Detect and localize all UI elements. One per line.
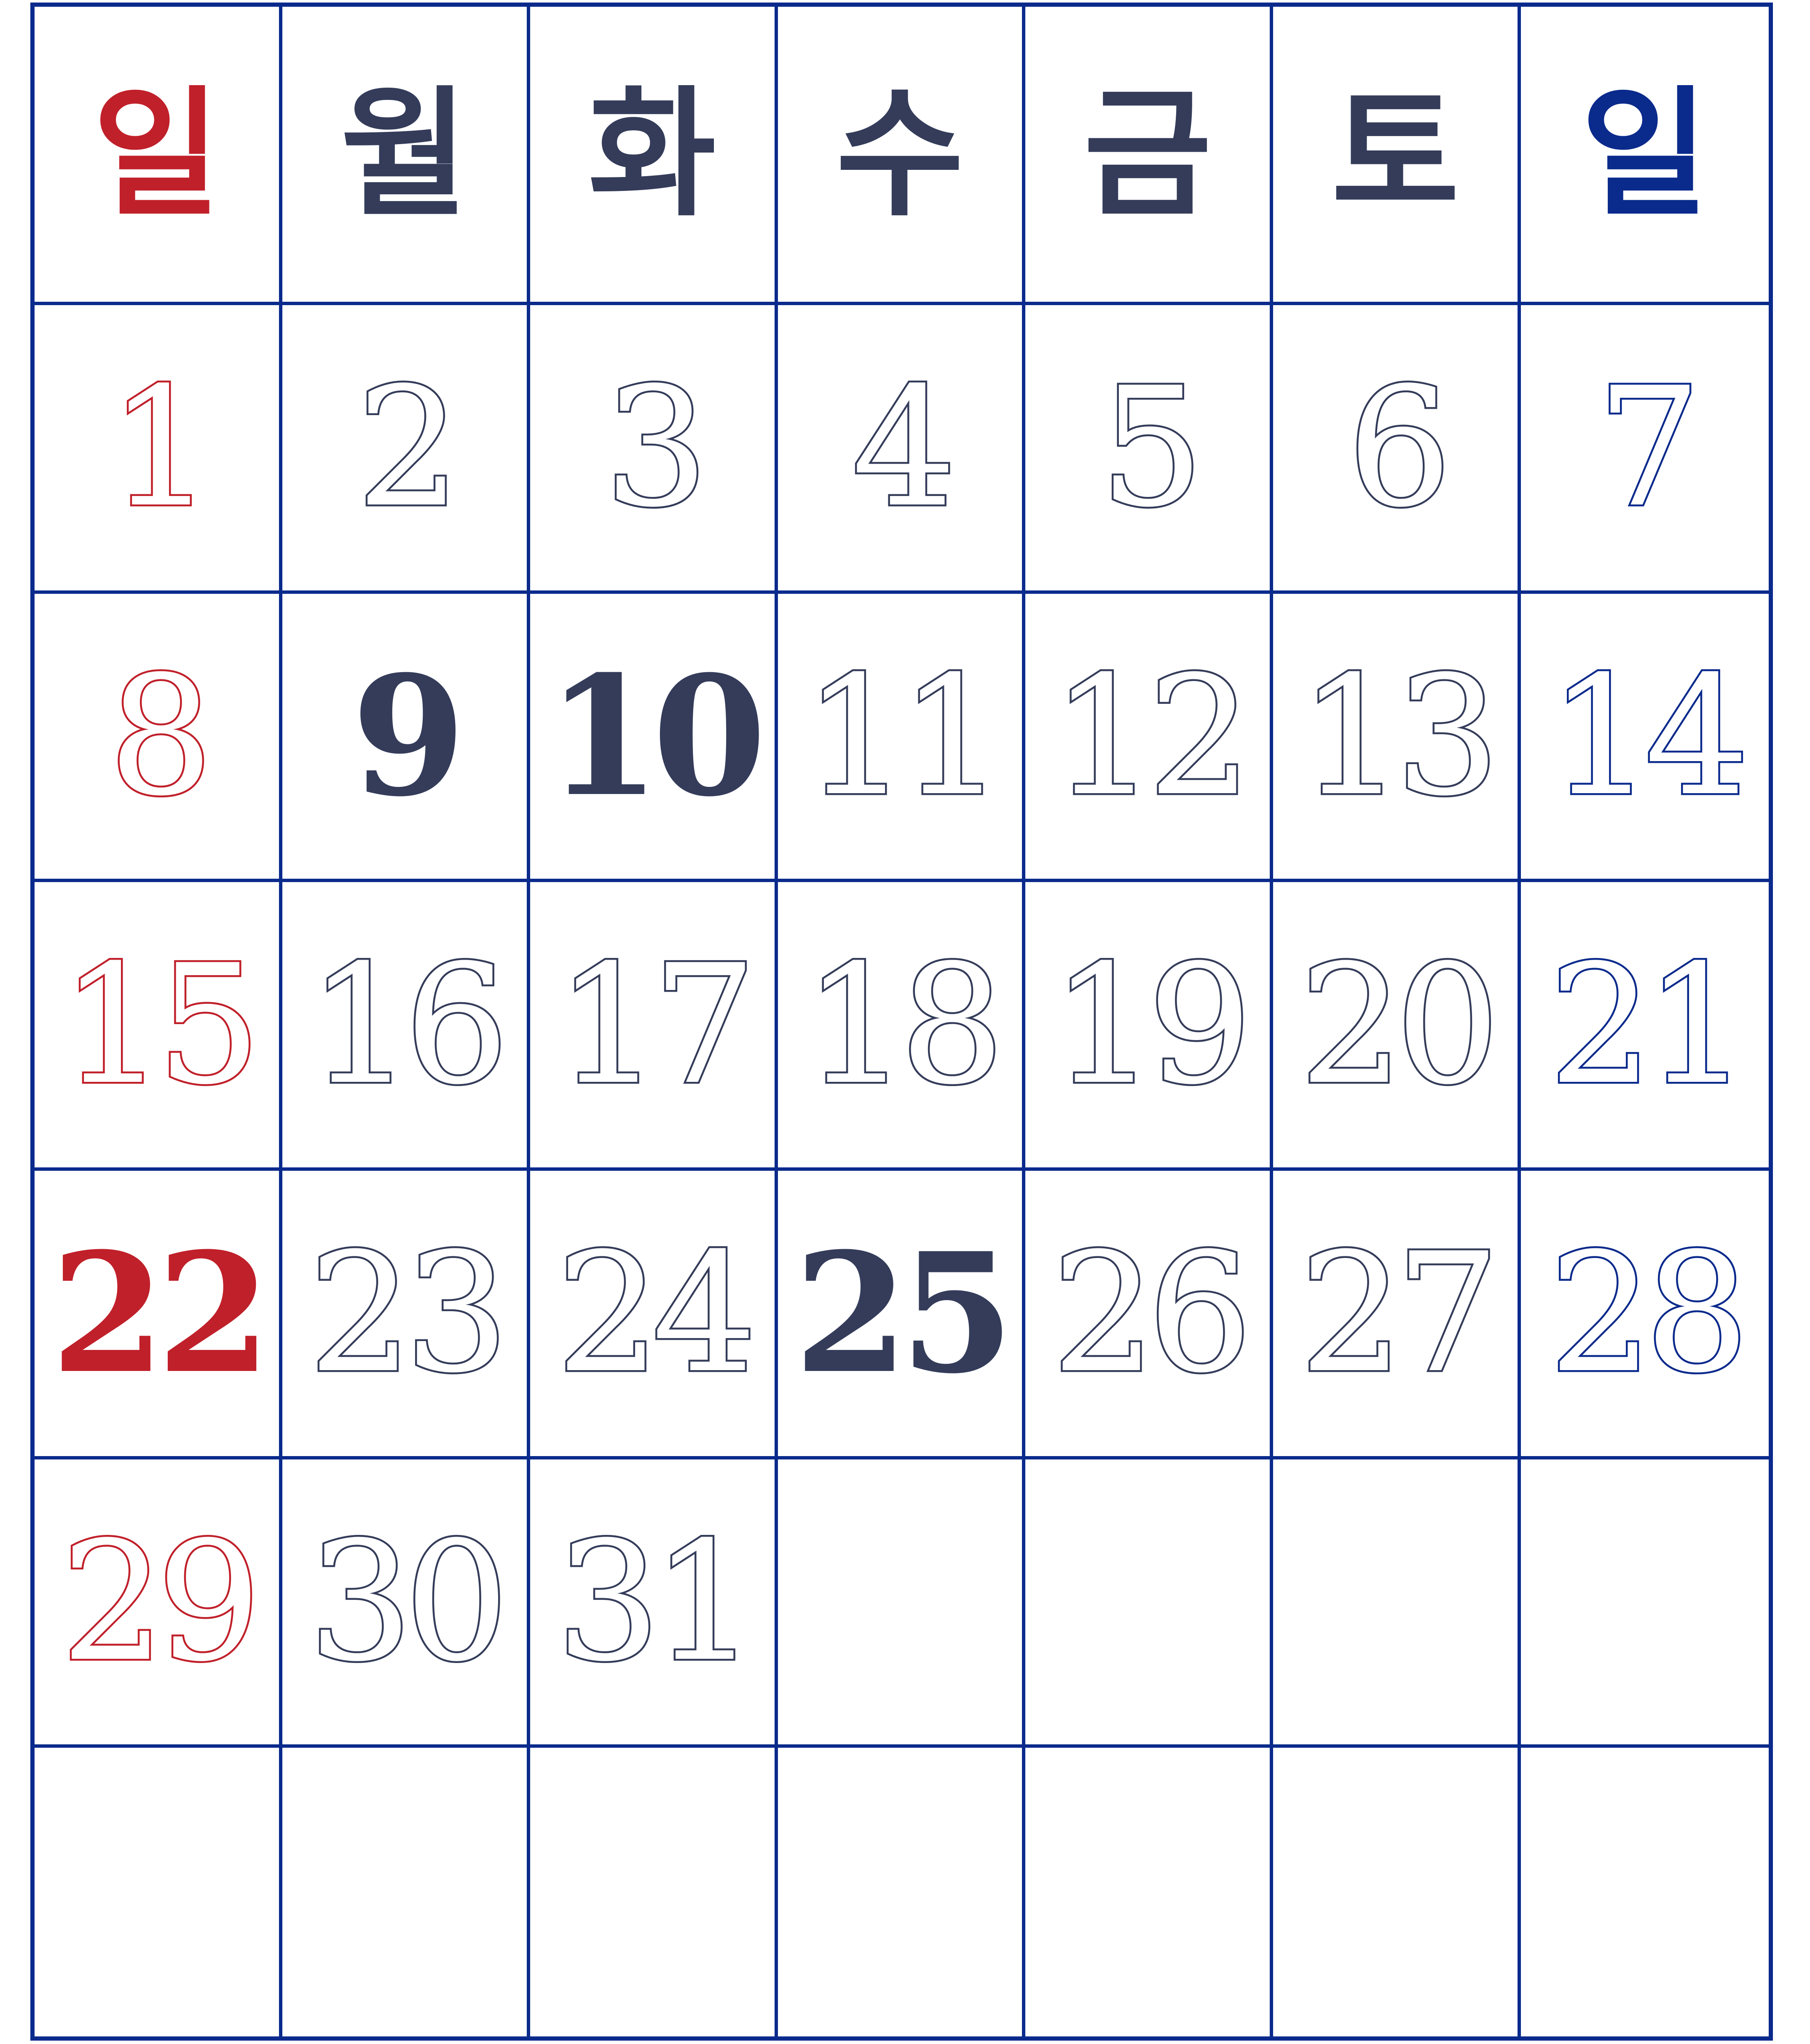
day-number: 21 (1547, 929, 1751, 1121)
day-number: 23 (306, 1218, 511, 1409)
day-number: 6 (1346, 352, 1454, 544)
day-number: 5 (1098, 352, 1206, 544)
day-number: 13 (1298, 640, 1502, 832)
day-cell[interactable]: 30 (282, 1459, 530, 1748)
day-cell[interactable]: 2 (282, 305, 530, 594)
day-number: 2 (354, 352, 463, 544)
day-cell[interactable] (1273, 1459, 1521, 1748)
day-cell[interactable] (1025, 1748, 1274, 2036)
day-cell[interactable]: 20 (1273, 882, 1521, 1171)
day-number: 14 (1547, 640, 1751, 832)
day-number: 9 (351, 639, 466, 833)
day-cell[interactable] (1273, 1748, 1521, 2036)
day-cell[interactable]: 14 (1521, 594, 1769, 883)
day-cell[interactable]: 1 (35, 305, 282, 594)
day-number: 16 (306, 929, 511, 1121)
day-number: 1 (107, 352, 215, 544)
day-cell[interactable]: 3 (530, 305, 778, 594)
day-cell[interactable]: 13 (1273, 593, 1521, 883)
day-cell[interactable]: 15 (35, 882, 282, 1171)
day-cell[interactable]: 29 (35, 1459, 282, 1748)
day-cell[interactable]: 16 (282, 882, 530, 1171)
day-number: 17 (554, 929, 759, 1121)
weekday-label: 금 (1083, 73, 1212, 235)
day-number: 19 (1050, 929, 1254, 1121)
day-cell[interactable]: 11 (778, 593, 1026, 883)
day-number: 29 (59, 1506, 263, 1698)
day-cell[interactable]: 22 (35, 1171, 282, 1459)
weekday-label: 화 (588, 73, 716, 235)
day-cell[interactable] (35, 1748, 282, 2036)
weekday-label: 일 (93, 73, 221, 235)
day-number: 28 (1547, 1218, 1751, 1409)
day-cell[interactable] (778, 1748, 1026, 2036)
header-cell: 월 (282, 7, 530, 305)
day-cell[interactable] (1025, 1459, 1274, 1748)
day-cell[interactable]: 21 (1521, 882, 1769, 1171)
day-cell[interactable] (530, 1748, 778, 2036)
day-number: 20 (1298, 929, 1502, 1121)
day-cell[interactable]: 31 (530, 1459, 778, 1748)
day-number: 25 (794, 1217, 1014, 1410)
weekday-label: 토 (1331, 73, 1460, 235)
day-number: 18 (802, 929, 1006, 1121)
day-cell[interactable]: 9 (282, 593, 530, 883)
day-number: 26 (1050, 1218, 1254, 1409)
day-number: 7 (1595, 352, 1703, 544)
weekday-label: 일 (1581, 73, 1709, 235)
day-cell[interactable] (778, 1459, 1026, 1748)
day-cell[interactable]: 27 (1273, 1171, 1521, 1459)
day-number: 4 (850, 352, 958, 544)
day-cell[interactable]: 8 (35, 593, 282, 883)
day-cell[interactable]: 4 (778, 305, 1026, 594)
day-cell[interactable]: 5 (1025, 305, 1274, 594)
weekday-label: 수 (836, 73, 964, 235)
day-number: 10 (546, 639, 767, 833)
day-cell[interactable]: 10 (530, 593, 778, 883)
day-cell[interactable] (282, 1748, 530, 2036)
day-cell[interactable]: 12 (1025, 593, 1274, 883)
header-cell: 일 (35, 7, 282, 305)
day-number: 30 (306, 1506, 511, 1698)
day-cell[interactable]: 7 (1521, 305, 1769, 594)
header-cell: 화 (530, 7, 778, 305)
day-number: 31 (554, 1506, 759, 1698)
day-number: 15 (59, 929, 263, 1121)
day-cell[interactable]: 23 (282, 1171, 530, 1459)
day-number: 3 (602, 352, 711, 544)
day-cell[interactable]: 6 (1273, 305, 1521, 594)
day-number: 8 (107, 640, 215, 832)
day-number: 22 (51, 1217, 271, 1410)
day-cell[interactable]: 24 (530, 1171, 778, 1459)
weekday-label: 월 (340, 73, 469, 235)
calendar-grid: 일 월 화 수 금 토 일 1 2 3 4 5 6 7 8 9 10 11 12… (30, 3, 1773, 2041)
day-cell[interactable]: 18 (778, 882, 1026, 1171)
day-number: 24 (554, 1218, 759, 1409)
day-cell[interactable]: 19 (1025, 882, 1274, 1171)
day-cell[interactable]: 17 (530, 882, 778, 1171)
header-cell: 수 (778, 7, 1026, 305)
day-cell[interactable]: 26 (1025, 1171, 1274, 1459)
header-cell: 금 (1025, 7, 1274, 305)
day-cell[interactable]: 25 (778, 1171, 1026, 1459)
day-cell[interactable]: 28 (1521, 1171, 1769, 1459)
day-cell[interactable] (1521, 1748, 1769, 2036)
day-number: 11 (802, 640, 1006, 832)
header-cell: 일 (1521, 7, 1769, 305)
day-number: 12 (1050, 640, 1254, 832)
day-number: 27 (1298, 1218, 1502, 1409)
header-cell: 토 (1273, 7, 1521, 305)
day-cell[interactable] (1521, 1459, 1769, 1748)
